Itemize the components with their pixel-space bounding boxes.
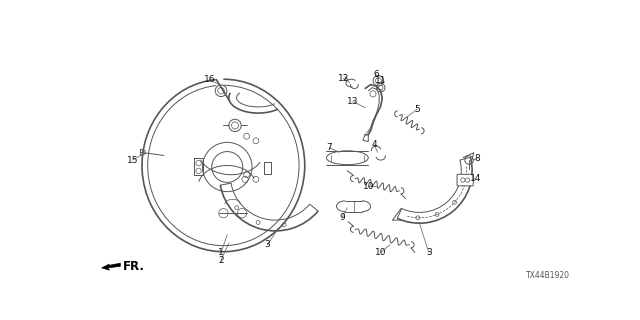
Text: 16: 16 — [204, 76, 216, 84]
Text: TX44B1920: TX44B1920 — [526, 271, 570, 280]
Text: FR.: FR. — [123, 260, 145, 273]
Text: 2: 2 — [218, 256, 224, 265]
Polygon shape — [102, 263, 120, 270]
Text: 11: 11 — [375, 76, 387, 85]
Text: 13: 13 — [347, 97, 358, 106]
Text: 10: 10 — [375, 248, 387, 257]
Text: 10: 10 — [362, 182, 374, 191]
Text: 7: 7 — [326, 143, 332, 152]
Text: 1: 1 — [218, 248, 224, 257]
FancyBboxPatch shape — [457, 174, 474, 186]
Text: 4: 4 — [372, 140, 378, 149]
Text: 14: 14 — [470, 174, 481, 183]
Text: 9: 9 — [339, 212, 345, 221]
Text: 15: 15 — [127, 156, 138, 164]
Text: 5: 5 — [414, 105, 420, 114]
Text: 6: 6 — [373, 70, 379, 79]
Text: 3: 3 — [426, 248, 431, 257]
Text: 3: 3 — [265, 240, 271, 249]
Text: 12: 12 — [338, 74, 349, 83]
Text: 8: 8 — [474, 154, 479, 163]
